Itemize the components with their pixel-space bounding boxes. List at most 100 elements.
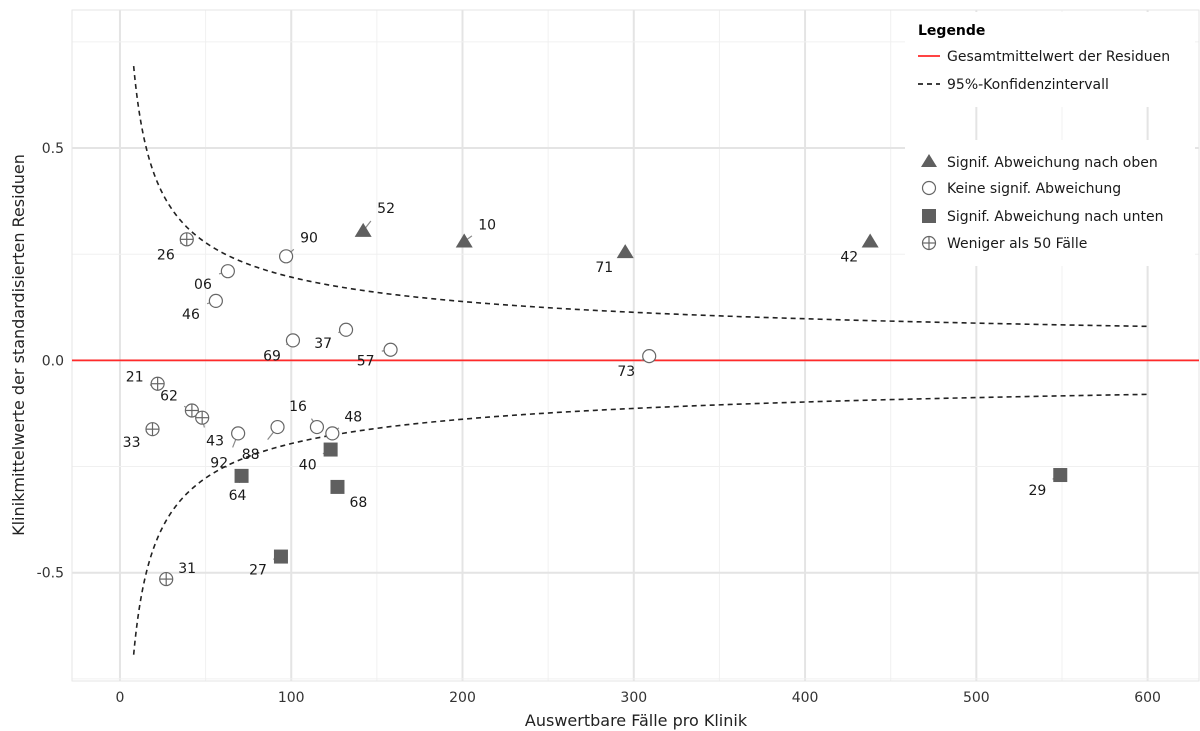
data-points: 52 10 71 42 90 06 46 37 69 57 73 92 88 16 48 40 64 68 27 29…: [123, 201, 1068, 587]
triangle-marker: [616, 244, 634, 259]
x-tick-label: 100: [278, 690, 305, 706]
square-marker: [323, 442, 338, 457]
ci-upper-curve: [132, 65, 1148, 328]
y-axis-title: Klinikmittelwerte der standardisierten R…: [9, 154, 28, 536]
ci-lower-curve: [132, 393, 1148, 655]
point-label: 52: [377, 201, 395, 217]
point-label: 31: [178, 561, 196, 577]
legend-none-label: Keine signif. Abweichung: [947, 181, 1121, 197]
circle-marker: [270, 419, 285, 435]
circle-marker: [642, 349, 657, 364]
point-label: 92: [210, 455, 228, 471]
legend-few-label: Weniger als 50 Fälle: [947, 236, 1087, 252]
point-label: 69: [263, 348, 281, 364]
legend-background-top: [905, 12, 1195, 107]
point-label: 06: [194, 277, 212, 293]
legend-circle-icon: [921, 180, 937, 196]
x-tick-label: 0: [115, 690, 124, 706]
legend-square-icon: [922, 209, 936, 223]
point-label: 33: [123, 435, 141, 451]
triangle-marker: [861, 233, 879, 248]
point-label: 16: [289, 399, 307, 415]
square-marker: [1053, 468, 1068, 483]
circle-marker: [309, 419, 325, 435]
data-point-62: 62: [160, 388, 199, 418]
data-point-48: 48: [325, 409, 362, 441]
data-point-73: 73: [617, 349, 657, 380]
legend-circle-plus-icon: [921, 235, 937, 251]
x-tick-label: 300: [620, 690, 647, 706]
x-tick-label: 200: [449, 690, 476, 706]
legend-ci-label: 95%-Konfidenzintervall: [947, 77, 1109, 93]
data-point-68: 68: [330, 479, 367, 511]
point-label: 71: [595, 260, 613, 276]
data-point-52: 52: [354, 201, 395, 237]
circle-marker: [383, 342, 398, 357]
point-label: 64: [229, 488, 247, 504]
legend: Legende Gesamtmittelwert der Residuen 95…: [905, 12, 1195, 266]
axis-ticks: 0 100 200 300 400 500 600 -0.5 0.0 0.5: [37, 141, 1161, 706]
circle-marker: [231, 426, 246, 441]
data-point-33: 33: [123, 422, 160, 451]
legend-mean-label: Gesamtmittelwert der Residuen: [947, 49, 1170, 65]
circle-marker: [208, 293, 223, 309]
data-point-64: 64: [229, 468, 249, 504]
data-point-90: 90: [278, 230, 318, 264]
data-point-57: 57: [357, 342, 398, 370]
triangle-marker: [455, 233, 473, 248]
point-label: 42: [840, 249, 858, 265]
point-label: 48: [344, 409, 362, 425]
point-label: 46: [182, 307, 200, 323]
confidence-interval-curves: [132, 65, 1148, 655]
legend-title: Legende: [918, 23, 985, 39]
data-point-42: 42: [840, 233, 879, 265]
data-point-16: 16: [289, 399, 325, 435]
data-point-92: 92: [210, 426, 246, 471]
triangle-marker: [354, 222, 372, 237]
point-label: 37: [314, 336, 332, 352]
point-label: 62: [160, 388, 178, 404]
legend-down-label: Signif. Abweichung nach unten: [947, 209, 1164, 225]
data-point-69: 69: [263, 333, 301, 364]
square-marker: [330, 479, 345, 494]
point-label: 40: [299, 458, 317, 474]
y-tick-label: 0.0: [42, 353, 64, 369]
x-tick-label: 500: [963, 690, 990, 706]
square-marker: [234, 468, 249, 483]
x-tick-label: 400: [792, 690, 819, 706]
circle-marker: [338, 322, 354, 337]
point-label: 90: [300, 230, 318, 246]
data-point-37: 37: [314, 322, 354, 352]
data-point-29: 29: [1028, 468, 1068, 499]
data-point-88: 88: [242, 419, 285, 463]
data-point-26: 26: [157, 232, 194, 263]
legend-triangle-icon: [921, 154, 937, 167]
square-marker: [273, 549, 288, 564]
point-label: 68: [349, 495, 367, 511]
data-point-10: 10: [455, 217, 496, 248]
point-label: 27: [249, 563, 267, 579]
point-label: 21: [126, 370, 144, 386]
data-point-21: 21: [126, 370, 165, 391]
legend-background-bottom: [905, 140, 1195, 266]
data-point-71: 71: [595, 244, 634, 276]
point-label: 29: [1028, 483, 1046, 499]
point-label: 26: [157, 247, 175, 263]
data-point-06: 06: [194, 264, 235, 293]
point-label: 43: [206, 434, 224, 450]
point-label: 73: [617, 364, 635, 380]
plot-panel-border: [71, 9, 1200, 682]
point-label: 88: [242, 447, 260, 463]
x-axis-title: Auswertbare Fälle pro Klinik: [525, 711, 748, 730]
data-point-46: 46: [182, 293, 223, 323]
data-point-27: 27: [249, 549, 288, 579]
x-tick-label: 600: [1134, 690, 1161, 706]
circle-marker: [278, 249, 294, 264]
y-tick-label: -0.5: [37, 566, 64, 582]
circle-marker: [285, 333, 301, 348]
circle-marker: [220, 264, 235, 279]
circle-marker: [325, 426, 340, 441]
point-label: 57: [357, 354, 375, 370]
data-point-31: 31: [159, 561, 196, 587]
